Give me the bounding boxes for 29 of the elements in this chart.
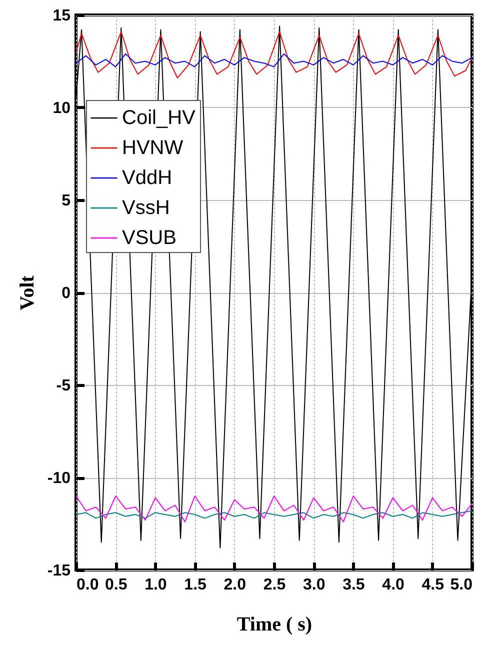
legend-label: HVNW xyxy=(122,137,184,159)
x-tick-label: 0.0 xyxy=(76,576,99,594)
line-series xyxy=(76,53,472,68)
x-tick-label: 4.0 xyxy=(382,576,405,594)
x-tick-label: 2.0 xyxy=(224,576,246,594)
y-tick-label: -15 xyxy=(47,562,71,580)
x-tick-label: 1.0 xyxy=(144,576,167,594)
x-tick-label: 3.0 xyxy=(302,576,326,594)
y-axis-title: Volt xyxy=(16,275,38,310)
x-tick-label: 3.5 xyxy=(342,576,365,594)
legend-label: VddH xyxy=(122,167,172,189)
line-series xyxy=(76,510,472,519)
x-tick-label: 1.5 xyxy=(184,576,207,594)
x-tick-label: 0.5 xyxy=(104,576,128,594)
x-tick-label: 4.5 xyxy=(422,576,444,594)
line-series xyxy=(76,496,472,522)
legend-label: VSUB xyxy=(122,227,176,249)
y-tick-label: -5 xyxy=(56,378,71,394)
x-tick-label: 5.0 xyxy=(450,576,473,594)
y-tick-label: 10 xyxy=(52,100,71,117)
y-tick-label: 0 xyxy=(62,285,71,302)
legend-label: Coil_HV xyxy=(122,107,196,129)
legend-label: VssH xyxy=(122,197,170,219)
line-series xyxy=(76,31,472,78)
y-tick-label: 15 xyxy=(52,8,71,24)
x-tick-label: 2.5 xyxy=(263,576,286,594)
y-tick-label: -10 xyxy=(47,470,71,487)
y-tick-label: 5 xyxy=(62,192,71,210)
x-axis-title: Time ( s) xyxy=(236,614,312,636)
